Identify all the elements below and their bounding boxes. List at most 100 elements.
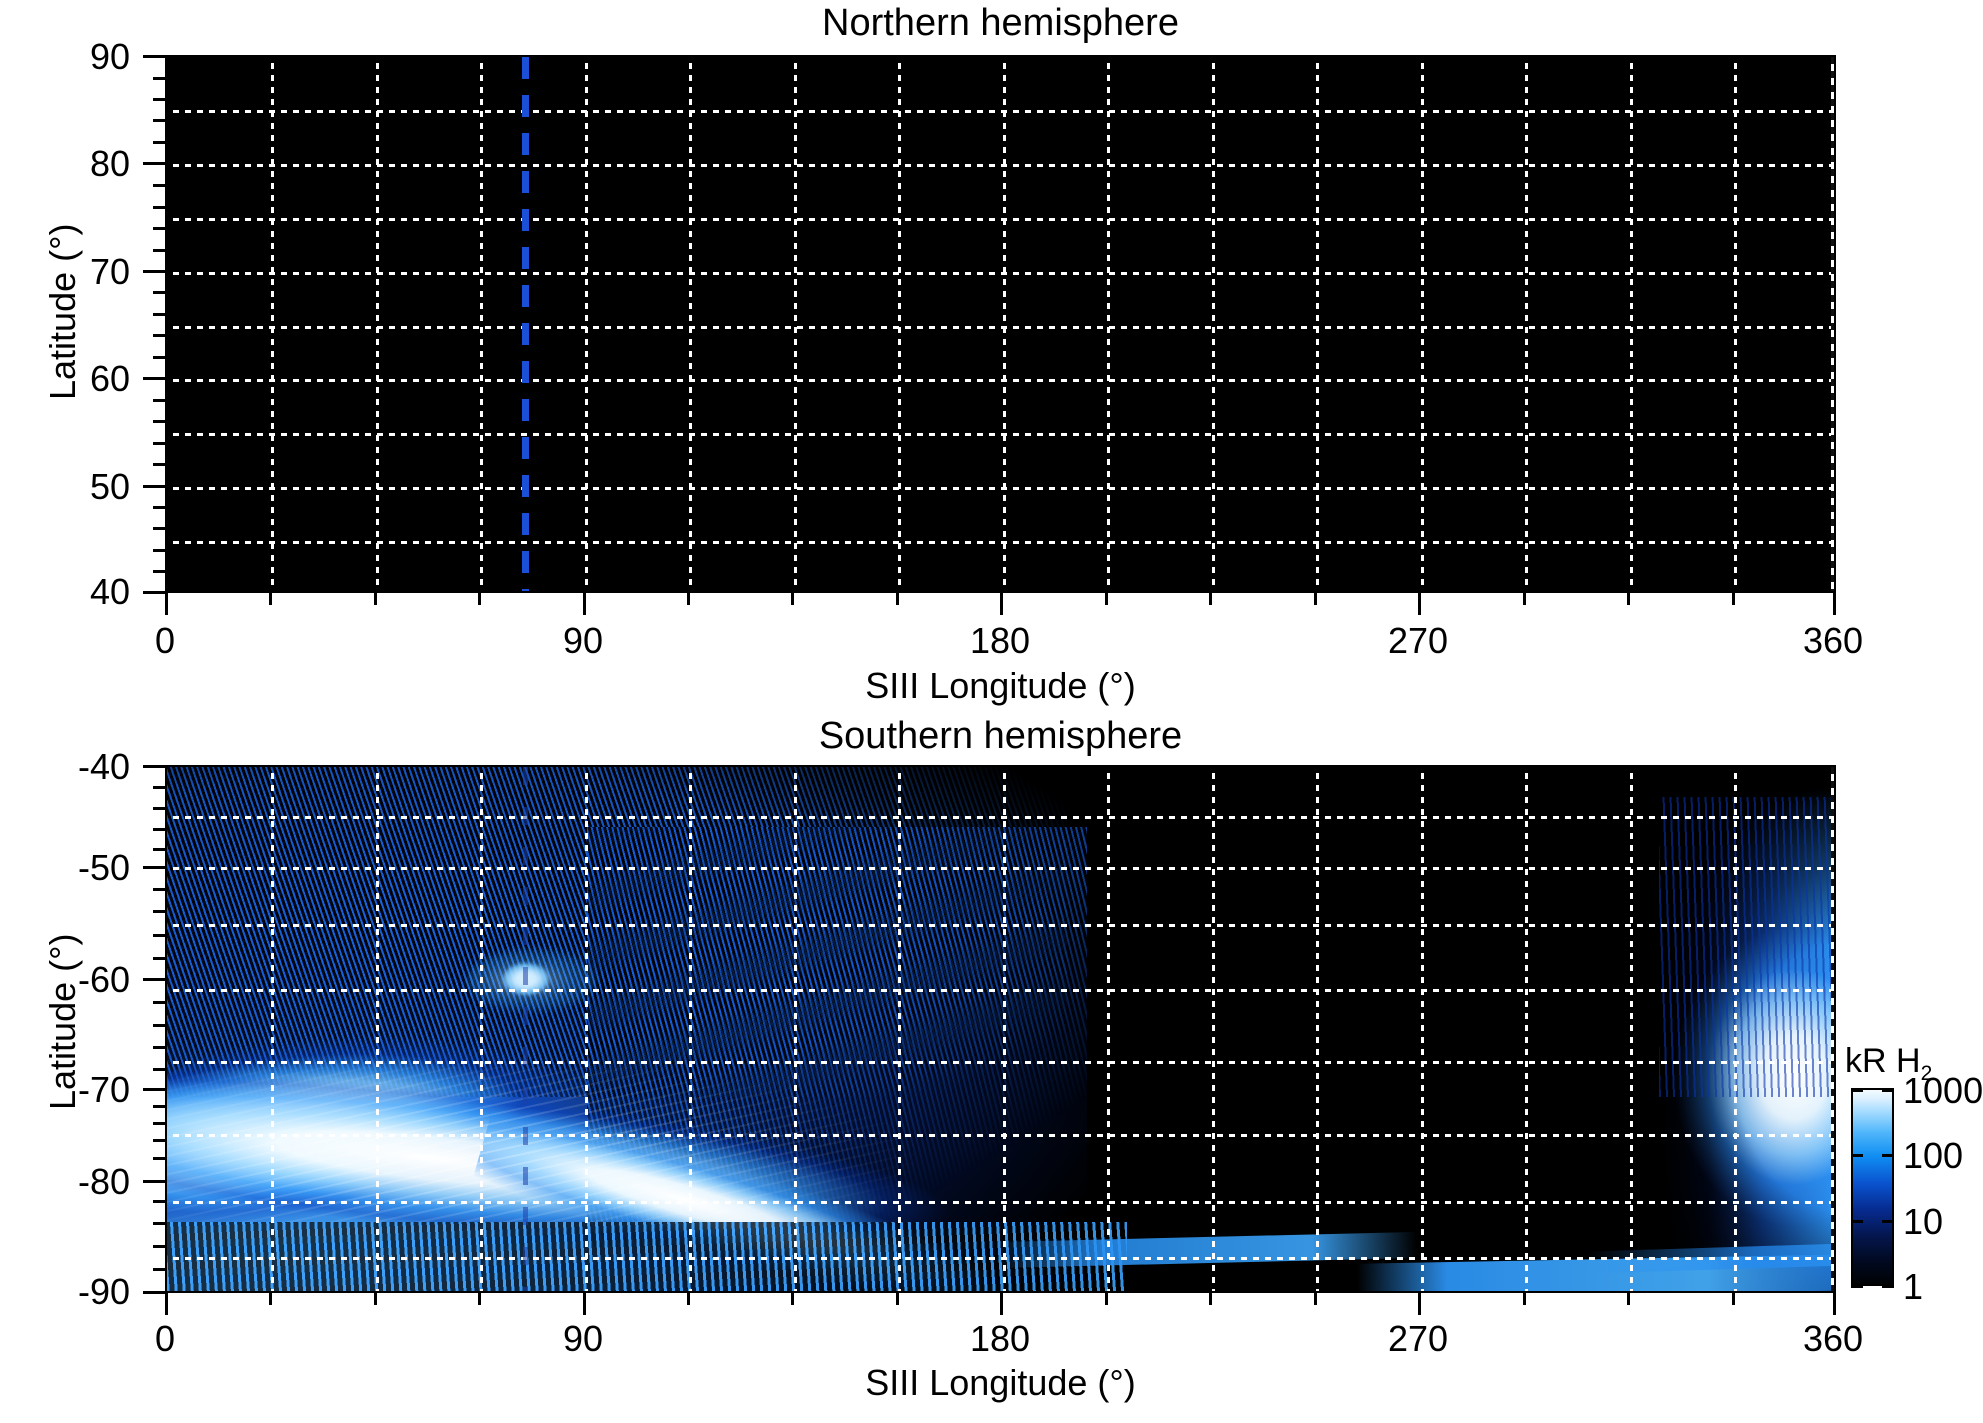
ytick-major (143, 55, 165, 58)
gridline-v (689, 57, 692, 591)
colorbar-tick-label: 100 (1903, 1135, 1964, 1176)
gridline-h (167, 1201, 1834, 1204)
ytick-major (143, 1180, 165, 1183)
ytick-label: -40 (77, 746, 130, 787)
gridline-v (585, 57, 588, 591)
xtick-minor (1523, 1293, 1526, 1305)
xtick-minor (1209, 593, 1212, 605)
ytick-minor (153, 1157, 165, 1160)
ytick-label: -60 (77, 959, 130, 1000)
xtick-minor (1209, 1293, 1212, 1305)
ytick-label: 50 (89, 466, 130, 507)
gridline-v (1003, 767, 1006, 1291)
gridline-v (271, 767, 274, 1291)
aurora-noise-speckle-tail (587, 827, 1087, 1247)
gridline-h (167, 1134, 1834, 1137)
ytick-minor (153, 356, 165, 359)
xtick-minor (269, 593, 272, 605)
xtick-minor (374, 593, 377, 605)
ytick-major (143, 591, 165, 594)
ytick-label: 80 (89, 143, 130, 184)
aurora-polar-wedge-b (1356, 1254, 1834, 1291)
ytick-major (143, 1088, 165, 1091)
colorbar-tick (1851, 1285, 1863, 1288)
gridline-v (1107, 57, 1110, 591)
xtick-minor (791, 593, 794, 605)
xtick-minor (478, 1293, 481, 1305)
ytick-label: -80 (77, 1161, 130, 1202)
ytick-label: 90 (89, 36, 130, 77)
aurora-polar-wedge-a (996, 1231, 1418, 1269)
colorbar-title-text: kR H (1845, 1042, 1921, 1080)
ytick-minor (153, 1268, 165, 1271)
ytick-minor (153, 1122, 165, 1125)
ytick-minor (153, 910, 165, 913)
southern-panel-title: Southern hemisphere (818, 715, 1183, 757)
ytick-minor (153, 934, 165, 937)
colorbar-tick (1851, 1220, 1863, 1223)
gridline-v (1421, 57, 1424, 591)
ytick-minor (153, 957, 165, 960)
longitude-marker-line (522, 57, 529, 591)
colorbar-tick-label: 1000 (1903, 1070, 1983, 1111)
panel-right-dashed-border (1831, 57, 1834, 591)
gridline-v (1316, 57, 1319, 591)
gridline-h (167, 867, 1834, 870)
ytick-minor (153, 313, 165, 316)
gridline-v (794, 767, 797, 1291)
gridline-v (1734, 767, 1737, 1291)
xtick-major (165, 593, 168, 615)
xtick-major (1418, 1293, 1421, 1315)
ytick-minor (153, 98, 165, 101)
gridline-h (167, 164, 1834, 167)
gridline-h (167, 326, 1834, 329)
ytick-major (143, 978, 165, 981)
gridline-h (167, 487, 1834, 490)
aurora-polar-streaks (167, 1222, 1127, 1291)
gridline-v (1003, 57, 1006, 591)
ytick-minor (153, 549, 165, 552)
xtick-minor (478, 593, 481, 605)
gridline-h (167, 1061, 1834, 1064)
gridline-v (271, 57, 274, 591)
gridline-v (1630, 767, 1633, 1291)
ytick-minor (153, 420, 165, 423)
ytick-minor (153, 1200, 165, 1203)
colorbar-title: kR H2 (1845, 1042, 1932, 1086)
xtick-label: 360 (1802, 620, 1864, 661)
ytick-major (143, 1291, 165, 1294)
gridline-v (1316, 767, 1319, 1291)
ytick-minor (153, 807, 165, 810)
southern-plot-canvas (167, 767, 1834, 1291)
colorbar-tick (1882, 1220, 1894, 1223)
gridline-h (167, 989, 1834, 992)
ytick-minor (153, 119, 165, 122)
ytick-major (143, 485, 165, 488)
gridline-v (1525, 767, 1528, 1291)
ytick-minor (153, 1024, 165, 1027)
southern-plot-area (165, 765, 1836, 1293)
ytick-minor (153, 1068, 165, 1071)
gridline-v (689, 767, 692, 1291)
colorbar-tick (1851, 1089, 1863, 1092)
ytick-minor (153, 77, 165, 80)
gridline-v (376, 57, 379, 591)
aurora-noise-speckle (167, 767, 1067, 1097)
xtick-minor (1523, 593, 1526, 605)
gridline-v (898, 57, 901, 591)
gridline-v (1734, 57, 1737, 591)
xtick-major (165, 1293, 168, 1315)
xtick-minor (1732, 1293, 1735, 1305)
ytick-minor (153, 463, 165, 466)
gridline-v (1525, 57, 1528, 591)
aurora-main-oval-left (167, 970, 729, 1274)
xtick-major (1833, 593, 1836, 615)
xtick-major (583, 1293, 586, 1315)
xtick-minor (791, 1293, 794, 1305)
gridline-v (1212, 767, 1215, 1291)
ytick-label: 60 (89, 358, 130, 399)
aurora-filaments (167, 1067, 1067, 1291)
xtick-label: 270 (1387, 1318, 1449, 1359)
ytick-minor (153, 249, 165, 252)
